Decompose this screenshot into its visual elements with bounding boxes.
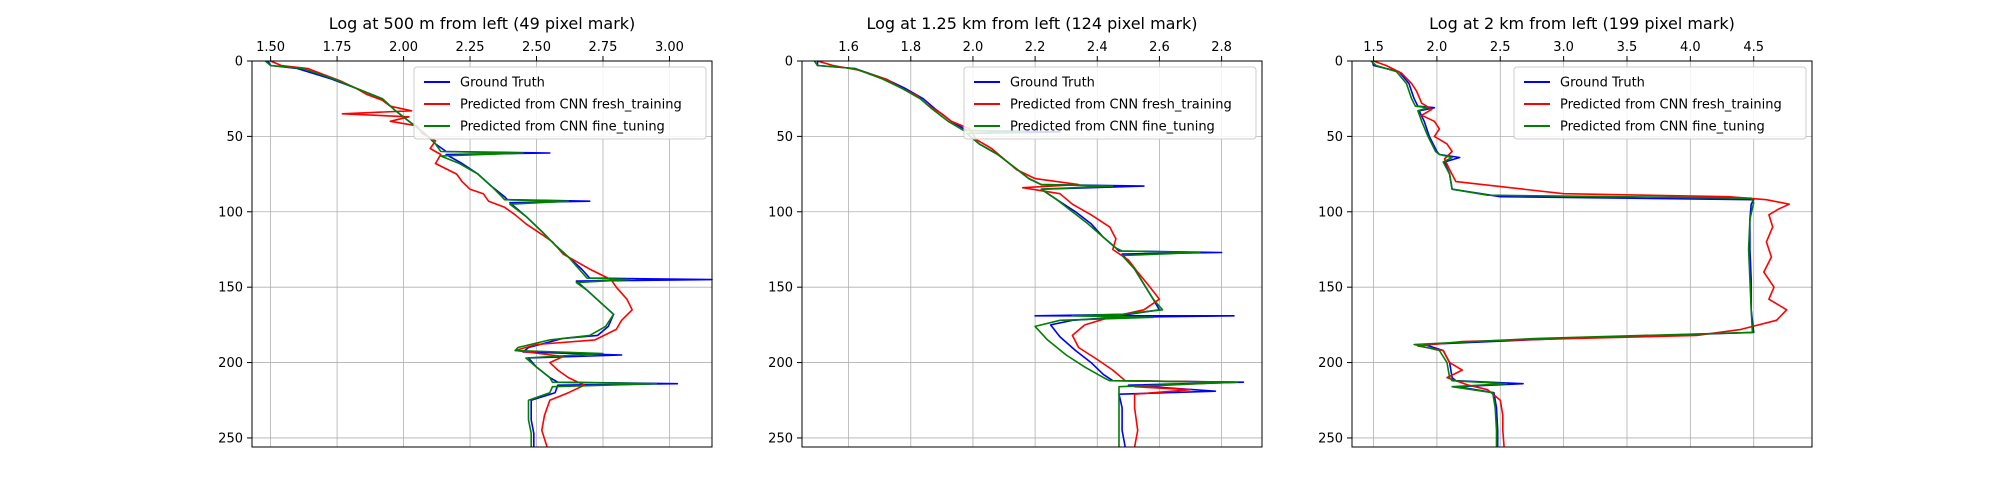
y-tick-label: 50 bbox=[226, 130, 243, 145]
x-tick-label: 2.2 bbox=[1025, 40, 1046, 55]
x-tick-label: 1.5 bbox=[1363, 40, 1384, 55]
legend-label: Ground Truth bbox=[460, 76, 545, 91]
x-tick-label: 2.8 bbox=[1211, 40, 1232, 55]
y-tick-label: 200 bbox=[1318, 356, 1343, 371]
x-tick-label: 2.75 bbox=[589, 40, 618, 55]
series-line-3 bbox=[1370, 60, 1755, 447]
legend-box bbox=[1513, 66, 1807, 140]
x-tick-label: 2.00 bbox=[389, 40, 418, 55]
x-tick-label: 4.5 bbox=[1743, 40, 1764, 55]
chart-panel-2: 1.6 1.8 2.0 2.2 2.4 2.6 2.8 0 50 100 150 200 250 Log … bbox=[768, 14, 1263, 448]
y-tick-label: 200 bbox=[218, 356, 243, 371]
x-tick-label: 1.50 bbox=[256, 40, 285, 55]
plot-frame bbox=[251, 60, 713, 448]
series-line-2 bbox=[270, 60, 633, 448]
x-tick-label: 4.0 bbox=[1680, 40, 1701, 55]
y-tick-label: 50 bbox=[776, 130, 793, 145]
series-line-2 bbox=[1373, 60, 1790, 448]
x-tick-label: 2.6 bbox=[1149, 40, 1170, 55]
y-tick-label: 250 bbox=[768, 431, 793, 446]
legend-label: Predicted from CNN fine_tuning bbox=[460, 120, 665, 135]
y-tick-label: 0 bbox=[785, 55, 793, 70]
y-tick-label: 150 bbox=[768, 281, 793, 296]
x-tick-label: 1.6 bbox=[838, 40, 859, 55]
chart-panel-3: 1.5 2.0 2.5 3.0 3.5 4.0 4.5 0 50 100 150 200 250 Log … bbox=[1318, 14, 1813, 448]
legend-label: Predicted from CNN fresh_training bbox=[460, 98, 682, 113]
y-tick-label: 100 bbox=[218, 205, 243, 220]
chart-title: Log at 500 m from left (49 pixel mark) bbox=[329, 14, 636, 33]
y-tick-label: 250 bbox=[218, 431, 243, 446]
chart-title: Log at 1.25 km from left (124 pixel mark… bbox=[866, 14, 1197, 33]
plot-frame bbox=[801, 60, 1263, 448]
legend-label: Predicted from CNN fresh_training bbox=[1560, 98, 1782, 113]
chart-panel-1: 1.50 1.75 2.00 2.25 2.50 2.75 3.00 0 50 100 150 200… bbox=[218, 14, 713, 448]
x-tick-label: 2.25 bbox=[456, 40, 485, 55]
series-line-3 bbox=[813, 60, 1238, 447]
y-tick-label: 150 bbox=[218, 281, 243, 296]
x-tick-label: 3.00 bbox=[655, 40, 684, 55]
y-tick-label: 250 bbox=[1318, 431, 1343, 446]
y-tick-label: 0 bbox=[235, 55, 243, 70]
legend-box bbox=[963, 66, 1257, 140]
x-tick-label: 2.0 bbox=[1427, 40, 1448, 55]
y-tick-label: 100 bbox=[1318, 205, 1343, 220]
legend-box bbox=[413, 66, 707, 140]
legend-label: Ground Truth bbox=[1010, 76, 1095, 91]
chart-title: Log at 2 km from left (199 pixel mark) bbox=[1429, 14, 1735, 33]
legend: Ground Truth Predicted from CNN fresh_tra… bbox=[963, 66, 1257, 140]
y-tick-label: 0 bbox=[1335, 55, 1343, 70]
x-tick-label: 3.0 bbox=[1553, 40, 1574, 55]
legend: Ground Truth Predicted from CNN fresh_tra… bbox=[1513, 66, 1807, 140]
x-tick-label: 1.75 bbox=[323, 40, 352, 55]
y-tick-label: 150 bbox=[1318, 281, 1343, 296]
plot-frame bbox=[1351, 60, 1813, 448]
x-tick-label: 3.5 bbox=[1617, 40, 1638, 55]
x-tick-label: 2.0 bbox=[963, 40, 984, 55]
y-tick-label: 100 bbox=[768, 205, 793, 220]
x-tick-label: 2.50 bbox=[522, 40, 551, 55]
legend: Ground Truth Predicted from CNN fresh_tra… bbox=[413, 66, 707, 140]
x-tick-label: 2.5 bbox=[1490, 40, 1511, 55]
y-tick-label: 200 bbox=[768, 356, 793, 371]
legend-label: Predicted from CNN fine_tuning bbox=[1010, 120, 1215, 135]
legend-label: Predicted from CNN fine_tuning bbox=[1560, 120, 1765, 135]
legend-label: Ground Truth bbox=[1560, 76, 1645, 91]
x-tick-label: 2.4 bbox=[1087, 40, 1108, 55]
x-tick-label: 1.8 bbox=[900, 40, 921, 55]
legend-label: Predicted from CNN fresh_training bbox=[1010, 98, 1232, 113]
y-tick-label: 50 bbox=[1326, 130, 1343, 145]
